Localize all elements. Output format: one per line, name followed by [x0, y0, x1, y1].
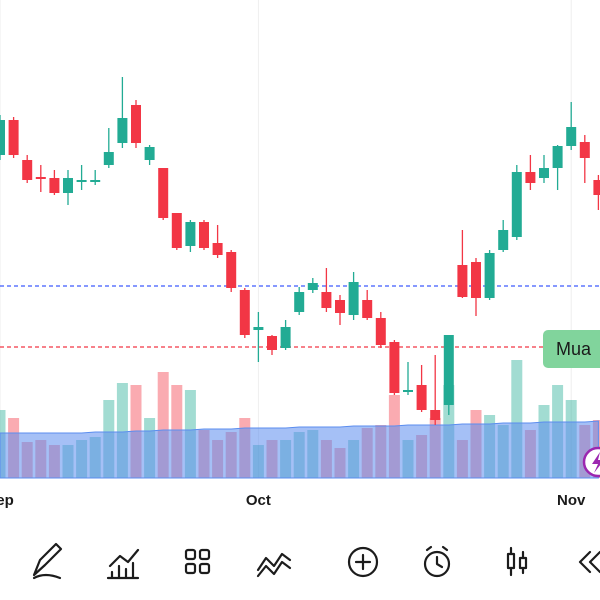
candle-body	[158, 168, 169, 218]
volume-bar	[511, 360, 523, 478]
candle-body	[443, 335, 454, 405]
candle-body	[389, 342, 400, 393]
x-tick-label: Nov	[557, 492, 586, 509]
candle-body	[335, 300, 345, 313]
candle-body	[294, 292, 305, 312]
x-tick-label: Sep	[0, 492, 14, 509]
toolbar	[32, 542, 600, 580]
candle-body	[430, 410, 441, 420]
candle-body	[375, 318, 386, 345]
candle-body	[185, 222, 196, 246]
candle-body	[49, 178, 60, 193]
draw-tool[interactable]	[32, 542, 63, 580]
volume-bar	[116, 383, 128, 478]
volume-bar	[157, 372, 169, 478]
candle-body	[131, 105, 141, 143]
alert-icon[interactable]	[582, 446, 600, 478]
candle-body	[539, 168, 549, 178]
x-tick-label: Oct	[246, 492, 271, 509]
candle-body	[321, 292, 332, 308]
order-button-bg[interactable]	[543, 330, 600, 368]
candle-body	[90, 180, 101, 182]
candle-body	[511, 172, 522, 237]
order-button-label[interactable]: Mua	[556, 339, 592, 359]
candle-body	[199, 222, 209, 248]
indicator-tool[interactable]	[106, 548, 140, 580]
candle-body	[35, 177, 46, 179]
candle-body	[253, 327, 264, 330]
candle-body	[348, 282, 359, 315]
candle-body	[566, 127, 577, 146]
rewind-tool[interactable]	[578, 550, 600, 574]
candle-body	[212, 243, 223, 255]
candle-body	[307, 283, 318, 290]
alert-bolt	[592, 452, 600, 473]
candle-body	[117, 118, 128, 143]
candle-body	[226, 252, 237, 288]
order-button[interactable]: Mua	[543, 330, 600, 368]
candle-body	[76, 180, 87, 182]
candle-body	[457, 265, 468, 297]
chart: Sep Oct Nov	[0, 0, 600, 509]
candle-body	[267, 336, 277, 350]
candle-body	[579, 142, 590, 158]
add-tool[interactable]	[347, 546, 379, 578]
candle-body	[471, 262, 481, 298]
candle-body	[484, 253, 495, 298]
chart-type-tool[interactable]	[506, 546, 528, 577]
compare-tool[interactable]	[256, 552, 292, 578]
volume-ma-area	[0, 420, 599, 479]
candle-body	[103, 152, 114, 165]
layout-tool[interactable]	[184, 548, 211, 575]
candle-body	[171, 213, 182, 248]
candle-body	[362, 300, 373, 318]
candle-body	[280, 327, 291, 348]
candle-body	[416, 385, 427, 410]
candle-body	[22, 160, 33, 180]
candle-body	[552, 146, 563, 168]
candle-body	[498, 230, 509, 250]
candle-body	[8, 120, 19, 155]
candle-body	[593, 180, 600, 195]
candle-body	[0, 120, 5, 155]
candle-body	[403, 390, 413, 392]
candle-body	[239, 290, 250, 335]
replay-tool[interactable]	[423, 545, 451, 578]
candle-body	[525, 172, 536, 183]
candle-body	[63, 178, 73, 193]
candle-body	[144, 147, 155, 160]
